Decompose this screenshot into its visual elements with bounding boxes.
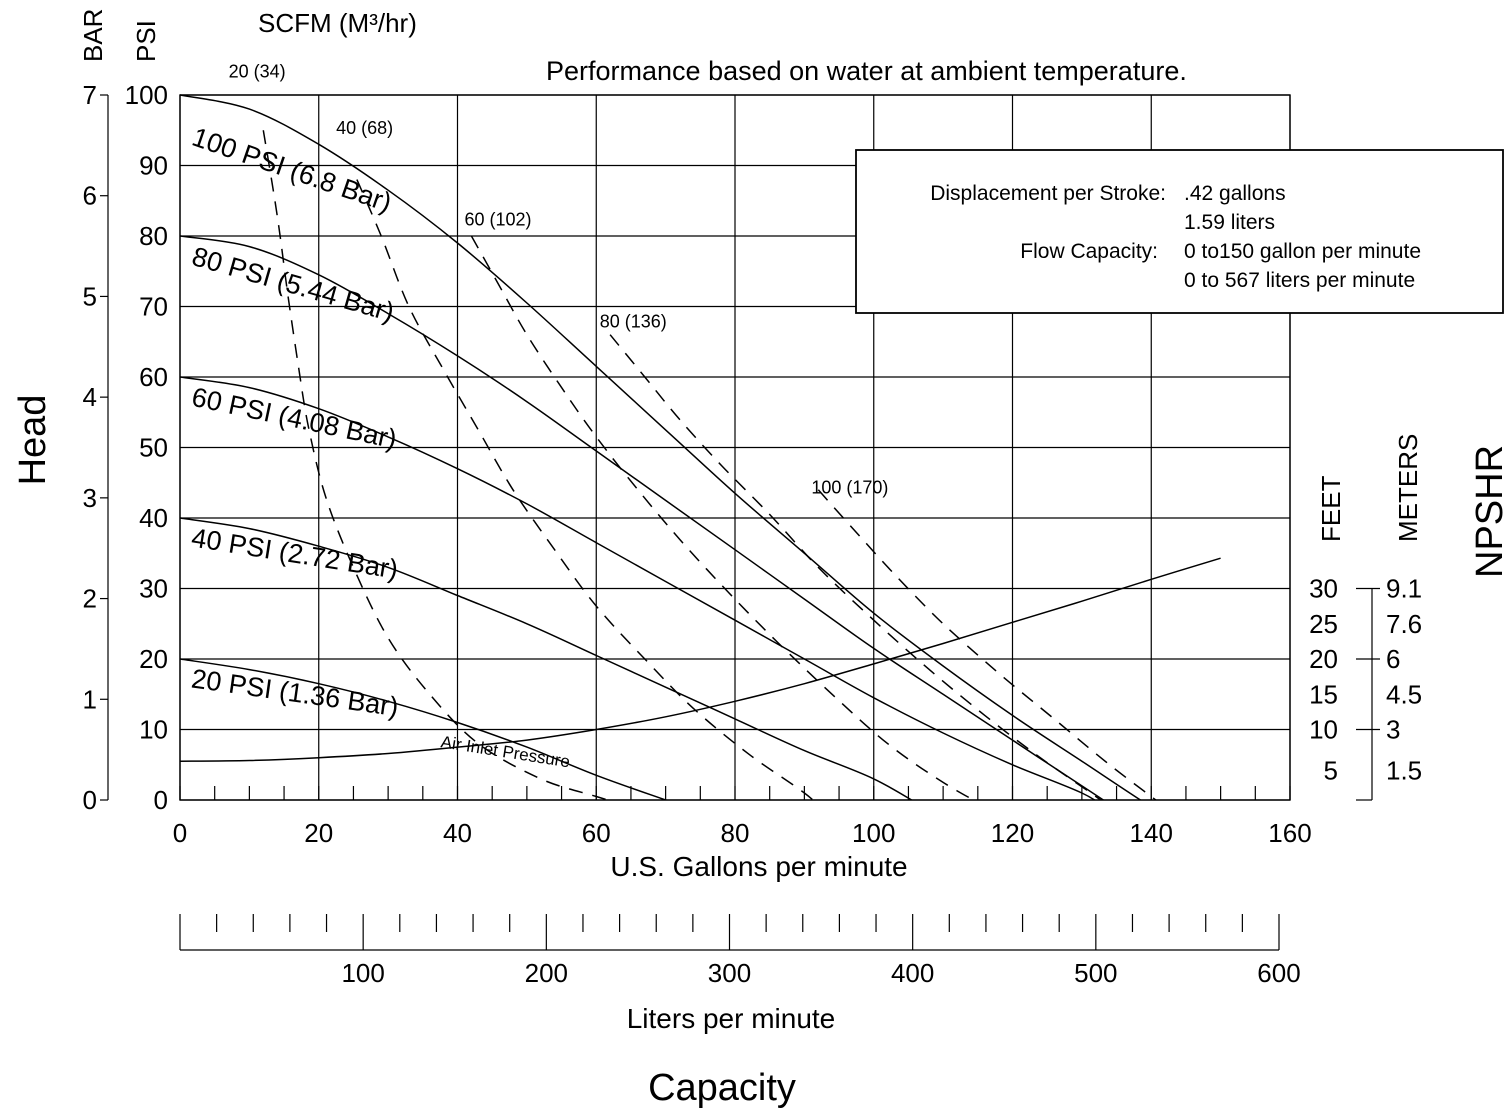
x-tick-label: 140 [1130, 818, 1173, 848]
pressure-curve [180, 94, 1142, 800]
psi-tick-label: 10 [139, 715, 168, 745]
psi-tick-label: 60 [139, 362, 168, 392]
pressure-curve-label: 20 PSI (1.36 Bar) [190, 663, 401, 722]
info-value-flow-gallons: 0 to150 gallon per minute [1184, 240, 1421, 263]
liters-tick-label: 400 [891, 958, 934, 988]
bar-axis-label: BAR [78, 9, 108, 62]
capacity-title: Capacity [648, 1067, 796, 1109]
pressure-curve [180, 376, 1097, 800]
x-tick-label: 60 [582, 818, 611, 848]
air-consumption-curve [262, 130, 611, 800]
x-tick-label: 80 [721, 818, 750, 848]
performance-note: Performance based on water at ambient te… [546, 56, 1187, 86]
scfm-label: SCFM (M³/hr) [258, 8, 417, 38]
info-value-displacement-gallons: .42 gallons [1184, 182, 1286, 205]
npshr-feet-tick-label: 30 [1309, 574, 1338, 604]
pressure-curve [180, 517, 914, 800]
liters-tick-label: 600 [1257, 958, 1300, 988]
npshr-feet-tick-label: 20 [1309, 644, 1338, 674]
air-consumption-curve [817, 489, 1158, 800]
liters-tick-label: 200 [525, 958, 568, 988]
bar-tick-label: 2 [83, 584, 97, 614]
pressure-curve-label: 40 PSI (2.72 Bar) [189, 522, 400, 584]
x-tick-label: 120 [991, 818, 1034, 848]
psi-axis-label: PSI [131, 20, 161, 62]
bar-tick-label: 0 [83, 785, 97, 815]
npshr-curve [180, 557, 1221, 762]
psi-tick-label: 0 [154, 785, 168, 815]
info-label-displacement: Displacement per Stroke: [930, 182, 1166, 205]
air-consumption-label: 60 (102) [464, 209, 531, 229]
info-box-frame [855, 149, 1504, 314]
x-tick-label: 160 [1268, 818, 1311, 848]
npshr-feet-tick-label: 5 [1324, 755, 1338, 785]
psi-tick-label: 30 [139, 574, 168, 604]
npshr-meters-tick-label: 4.5 [1386, 679, 1422, 709]
air-consumption-label: 40 (68) [336, 118, 393, 138]
liters-axis-title: Liters per minute [627, 1003, 836, 1034]
axis-ticks [100, 94, 1380, 951]
air-consumption-label: 100 (170) [811, 477, 888, 497]
x-tick-label: 100 [852, 818, 895, 848]
psi-tick-label: 40 [139, 503, 168, 533]
info-value-flow-liters: 0 to 567 liters per minute [1184, 269, 1415, 292]
curves [180, 94, 1221, 800]
info-value-displacement-liters: 1.59 liters [1184, 211, 1275, 234]
air-consumption-label: 80 (136) [600, 312, 667, 332]
npshr-meters-tick-label: 7.6 [1386, 609, 1422, 639]
liters-tick-label: 300 [708, 958, 751, 988]
npshr-axis-title: NPSHR [1469, 445, 1508, 578]
psi-tick-label: 80 [139, 221, 168, 251]
air-consumption-curve [470, 235, 975, 800]
liters-tick-label: 100 [341, 958, 384, 988]
npshr-meters-tick-label: 6 [1386, 644, 1400, 674]
psi-tick-label: 70 [139, 292, 168, 322]
npshr-meters-tick-label: 1.5 [1386, 755, 1422, 785]
air-inlet-pressure-label: Air Inlet Pressure [440, 732, 572, 771]
air-consumption-curve [356, 179, 815, 800]
info-box: Displacement per Stroke: .42 gallons 1.5… [855, 149, 1504, 314]
pressure-curve-label: 80 PSI (5.44 Bar) [189, 241, 398, 327]
x-tick-label: 20 [304, 818, 333, 848]
npshr-meters-tick-label: 9.1 [1386, 574, 1422, 604]
psi-tick-label: 50 [139, 433, 168, 463]
npshr-feet-tick-label: 10 [1309, 715, 1338, 745]
npshr-meters-tick-label: 3 [1386, 715, 1400, 745]
info-label-flow-capacity: Flow Capacity: [1020, 240, 1158, 263]
psi-tick-label: 90 [139, 151, 168, 181]
x-tick-label: 0 [173, 818, 187, 848]
npshr-feet-label: FEET [1316, 475, 1346, 542]
head-axis-title: Head [12, 395, 54, 486]
bar-tick-label: 5 [83, 281, 97, 311]
bar-tick-label: 4 [83, 382, 97, 412]
bar-tick-label: 3 [83, 483, 97, 513]
psi-tick-label: 20 [139, 644, 168, 674]
npshr-feet-tick-label: 25 [1309, 609, 1338, 639]
air-consumption-curve [609, 334, 1102, 800]
pressure-curve-label: 60 PSI (4.08 Bar) [189, 382, 399, 455]
npshr-feet-tick-label: 15 [1309, 679, 1338, 709]
x-tick-label: 40 [443, 818, 472, 848]
bar-tick-label: 6 [83, 181, 97, 211]
bar-tick-label: 7 [83, 80, 97, 110]
npshr-meters-label: METERS [1393, 434, 1423, 542]
bar-tick-label: 1 [83, 684, 97, 714]
psi-tick-label: 100 [125, 80, 168, 110]
pressure-curve [180, 235, 1105, 800]
liters-tick-label: 500 [1074, 958, 1117, 988]
pressure-curve [180, 658, 668, 800]
gallons-axis-title: U.S. Gallons per minute [610, 851, 907, 882]
air-consumption-label: 20 (34) [229, 61, 286, 81]
